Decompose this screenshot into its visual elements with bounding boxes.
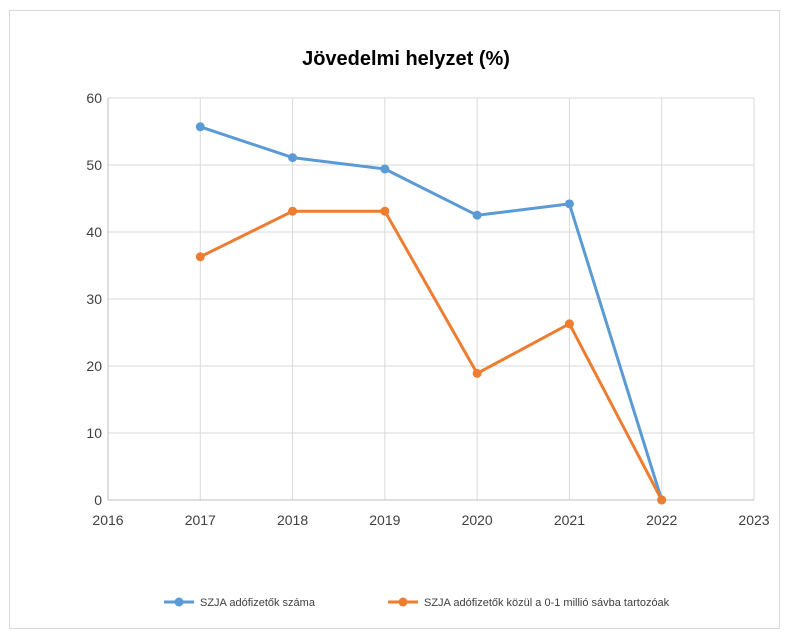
y-tick-label: 20 — [86, 358, 102, 374]
axes: 0 10 20 30 40 50 60 2016 2017 2018 2019 2020 2021 202… — [86, 90, 769, 528]
x-tick-label: 2021 — [554, 512, 585, 528]
data-point-series-2 — [195, 252, 205, 262]
legend-swatch-marker — [174, 597, 184, 607]
gridlines — [108, 97, 755, 500]
y-tick-label: 30 — [86, 291, 102, 307]
x-tick-label: 2016 — [92, 512, 123, 528]
y-tick-label: 50 — [86, 157, 102, 173]
legend: SZJA adófizetők száma SZJA adófizetők köz… — [164, 597, 670, 609]
x-tick-label: 2018 — [277, 512, 308, 528]
data-point-series-2 — [380, 206, 390, 216]
legend-label: SZJA adófizetők száma — [200, 597, 316, 609]
data-point-series-2 — [657, 495, 667, 505]
y-tick-label: 10 — [86, 425, 102, 441]
data-point-series-2 — [288, 206, 298, 216]
x-tick-label: 2020 — [462, 512, 493, 528]
y-tick-label: 40 — [86, 224, 102, 240]
x-tick-label: 2023 — [738, 512, 769, 528]
data-point-series-1 — [380, 164, 390, 174]
legend-swatch-marker — [398, 597, 408, 607]
data-point-series-2 — [564, 319, 574, 329]
data-point-series-2 — [472, 368, 482, 378]
data-point-series-1 — [288, 153, 298, 163]
x-tick-label: 2017 — [185, 512, 216, 528]
y-tick-label: 60 — [86, 90, 102, 106]
y-tick-label: 0 — [94, 492, 102, 508]
chart-area — [9, 10, 780, 629]
x-tick-label: 2019 — [369, 512, 400, 528]
series-line-1 — [198, 125, 664, 502]
legend-label: SZJA adófizetők közül a 0-1 millió sávba… — [424, 597, 670, 609]
data-point-series-1 — [564, 199, 574, 209]
x-tick-label: 2022 — [646, 512, 677, 528]
data-point-series-1 — [472, 210, 482, 220]
series-line-2 — [198, 209, 664, 502]
series-lines — [195, 122, 667, 505]
chart-title: Jövedelmi helyzet (%) — [302, 48, 510, 70]
data-point-series-1 — [195, 122, 205, 132]
